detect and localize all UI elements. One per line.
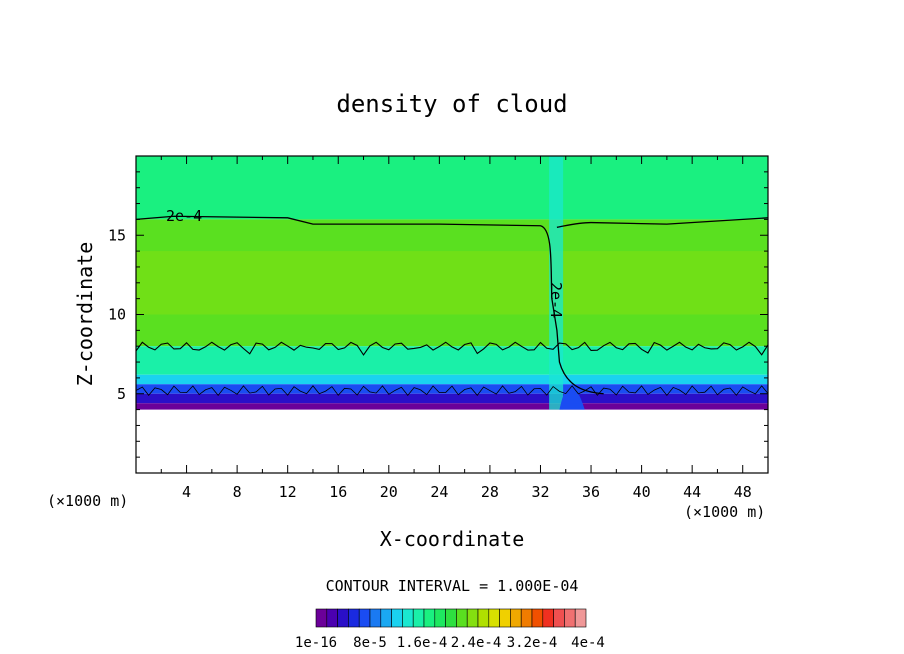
colorbar-tick-label: 2.4e-4 bbox=[451, 635, 502, 651]
colorbar-tick-label: 1e-16 bbox=[295, 635, 337, 651]
colorbar-tick-label: 4e-4 bbox=[571, 635, 605, 651]
y-axis-label: Z-coordinate bbox=[73, 242, 97, 387]
x-tick-label: 32 bbox=[531, 483, 549, 501]
contour-lines bbox=[136, 215, 768, 396]
cloud-fill bbox=[136, 156, 768, 410]
x-tick-label: 20 bbox=[380, 483, 398, 501]
contour-line bbox=[136, 385, 768, 396]
colorbar-swatch bbox=[488, 608, 500, 628]
x-tick-label: 24 bbox=[430, 483, 448, 501]
colorbar-swatch bbox=[423, 608, 436, 628]
y-axis: 5 10 15 bbox=[108, 171, 768, 458]
y-tick-label: 15 bbox=[108, 226, 126, 244]
colorbar-swatch bbox=[510, 608, 522, 628]
colorbar-swatch bbox=[553, 608, 565, 628]
x-tick-label: 36 bbox=[582, 483, 600, 501]
colorbar-swatch bbox=[477, 608, 490, 628]
contour-label-upper: 2e-4 bbox=[166, 207, 202, 225]
heatmap-field bbox=[136, 156, 768, 410]
field-band bbox=[136, 156, 768, 220]
colorbar-swatch bbox=[348, 608, 360, 628]
contour-line bbox=[136, 341, 768, 356]
colorbar-swatch bbox=[466, 608, 479, 628]
field-bump bbox=[559, 385, 585, 410]
field-band bbox=[136, 251, 768, 315]
x-tick-label: 44 bbox=[683, 483, 701, 501]
x-unit-left: (×1000 m) bbox=[47, 492, 128, 510]
field-band bbox=[136, 346, 768, 375]
colorbar-swatch bbox=[326, 608, 338, 628]
contour-label-column: 2e-4 bbox=[547, 282, 565, 318]
x-axis-label: X-coordinate bbox=[380, 527, 525, 551]
x-tick-label: 12 bbox=[279, 483, 297, 501]
colorbar-swatch bbox=[391, 608, 403, 628]
colorbar-swatch bbox=[358, 608, 371, 628]
x-tick-label: 16 bbox=[329, 483, 347, 501]
colorbar-swatch bbox=[531, 608, 544, 628]
colorbar-swatch bbox=[412, 608, 425, 628]
x-tick-label: 8 bbox=[233, 483, 242, 501]
colorbar-swatch bbox=[337, 608, 349, 628]
colorbar-swatch bbox=[520, 608, 533, 628]
colorbar-tick-label: 1.6e-4 bbox=[397, 635, 448, 651]
colorbar-swatch bbox=[369, 608, 382, 628]
contour-interval-text: CONTOUR INTERVAL = 1.000E-04 bbox=[326, 577, 579, 595]
x-tick-label: 28 bbox=[481, 483, 499, 501]
field-column bbox=[549, 156, 564, 410]
y-tick-label: 5 bbox=[117, 385, 126, 403]
x-axis: 4 8 12 16 20 24 28 32 36 40 44 48 bbox=[160, 156, 752, 501]
x-unit-right: (×1000 m) bbox=[684, 503, 765, 521]
colorbar-tick-label: 3.2e-4 bbox=[507, 635, 558, 651]
x-tick-label: 40 bbox=[633, 483, 651, 501]
chart-title: density of cloud bbox=[336, 90, 567, 118]
field-band bbox=[136, 374, 768, 385]
x-tick-label: 4 bbox=[182, 483, 191, 501]
colorbar-swatch bbox=[315, 608, 328, 628]
colorbar-swatch bbox=[542, 608, 554, 628]
colorbar: 1e-16 8e-5 1.6e-4 2.4e-4 3.2e-4 4e-4 bbox=[295, 608, 605, 651]
colorbar-swatch bbox=[499, 608, 511, 628]
field-band bbox=[136, 393, 768, 404]
colorbar-swatch bbox=[380, 608, 392, 628]
colorbar-swatch bbox=[574, 608, 587, 628]
x-tick-label: 48 bbox=[734, 483, 752, 501]
colorbar-swatch bbox=[456, 608, 468, 628]
colorbar-swatch bbox=[434, 608, 446, 628]
colorbar-swatch bbox=[445, 608, 457, 628]
field-band bbox=[136, 384, 768, 394]
contour-line bbox=[136, 215, 768, 395]
colorbar-swatch bbox=[402, 608, 414, 628]
colorbar-tick-label: 8e-5 bbox=[353, 635, 387, 651]
y-tick-label: 10 bbox=[108, 306, 126, 324]
field-band bbox=[136, 403, 768, 410]
colorbar-swatch bbox=[564, 608, 576, 628]
